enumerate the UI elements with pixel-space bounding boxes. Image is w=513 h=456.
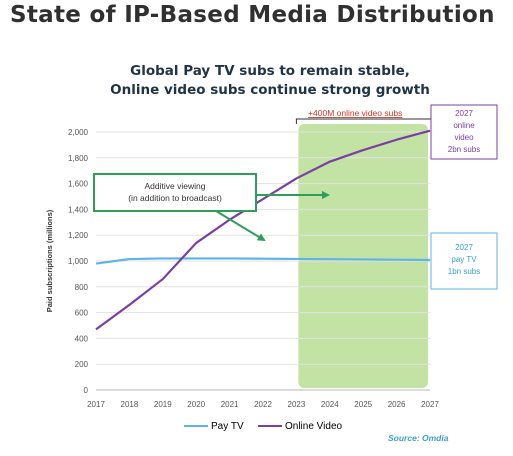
- y-tick-label: 1,200: [68, 231, 89, 240]
- chart-title-line-1: Global Pay TV subs to remain stable,: [130, 63, 410, 79]
- x-tick-label: 2018: [121, 400, 139, 409]
- forecast-region: [298, 124, 428, 388]
- legend-swatch-online-video: [258, 425, 282, 428]
- y-tick-label: 1,400: [68, 205, 89, 214]
- y-tick-label: 1,800: [68, 154, 89, 163]
- y-tick-label: 400: [75, 334, 89, 343]
- annotation-online-box: [430, 104, 498, 160]
- annotation-online-line: 2bn subs: [448, 145, 480, 154]
- annotation-paytv-line: 1bn subs: [448, 267, 480, 276]
- x-tick-label: 2022: [254, 400, 272, 409]
- y-tick-label: 2,000: [68, 128, 89, 137]
- x-tick-label: 2019: [154, 400, 172, 409]
- forecast-bracket: [295, 118, 433, 124]
- x-tick-label: 2025: [354, 400, 372, 409]
- source-note: Source: Omdia: [388, 433, 449, 443]
- y-tick-label: 1,600: [68, 180, 89, 189]
- annotation-paytv-box: [430, 232, 498, 290]
- series-line-online-video: [95, 129, 431, 331]
- legend-swatch-pay-tv: [184, 425, 208, 428]
- annotation-additive-box: [93, 173, 257, 212]
- series-line-pay-tv: [95, 257, 431, 265]
- annotation-additive-line: (in addition to broadcast): [128, 193, 222, 203]
- annotation-paytv-line: pay TV: [451, 255, 477, 264]
- legend-label-pay-tv: Pay TV: [211, 421, 244, 432]
- legend-item-pay-tv: Pay TV: [184, 421, 244, 435]
- x-tick-label: 2023: [288, 400, 306, 409]
- forecast-label: +400M online video subs: [308, 108, 402, 118]
- annotation-arrow: [215, 210, 266, 242]
- y-tick-label: 600: [75, 309, 89, 318]
- x-tick-label: 2026: [388, 400, 406, 409]
- chart-title-line-2: Online video subs continue strong growth: [110, 82, 430, 98]
- x-tick-label: 2027: [421, 400, 439, 409]
- legend-item-online-video: Online Video: [258, 421, 342, 435]
- chart-title: Global Pay TV subs to remain stable, Onl…: [60, 62, 480, 100]
- x-tick-label: 2024: [321, 400, 339, 409]
- annotation-online-line: video: [454, 133, 474, 142]
- y-tick-label: 800: [75, 283, 89, 292]
- y-tick-label: 1,000: [68, 257, 89, 266]
- annotation-paytv-line: 2027: [455, 243, 473, 252]
- x-tick-label: 2020: [187, 400, 205, 409]
- annotation-online-line: online: [453, 121, 475, 130]
- y-tick-label: 0: [84, 386, 89, 395]
- legend-label-online-video: Online Video: [285, 421, 343, 432]
- x-tick-label: 2017: [87, 400, 105, 409]
- annotation-online-line: 2027: [455, 109, 473, 118]
- y-axis-label: Paid subscriptions (millions): [45, 209, 54, 312]
- x-tick-label: 2021: [221, 400, 239, 409]
- y-tick-label: 200: [75, 360, 89, 369]
- annotation-additive-line: Additive viewing: [145, 181, 206, 191]
- page-title: State of IP-Based Media Distribution: [10, 2, 495, 28]
